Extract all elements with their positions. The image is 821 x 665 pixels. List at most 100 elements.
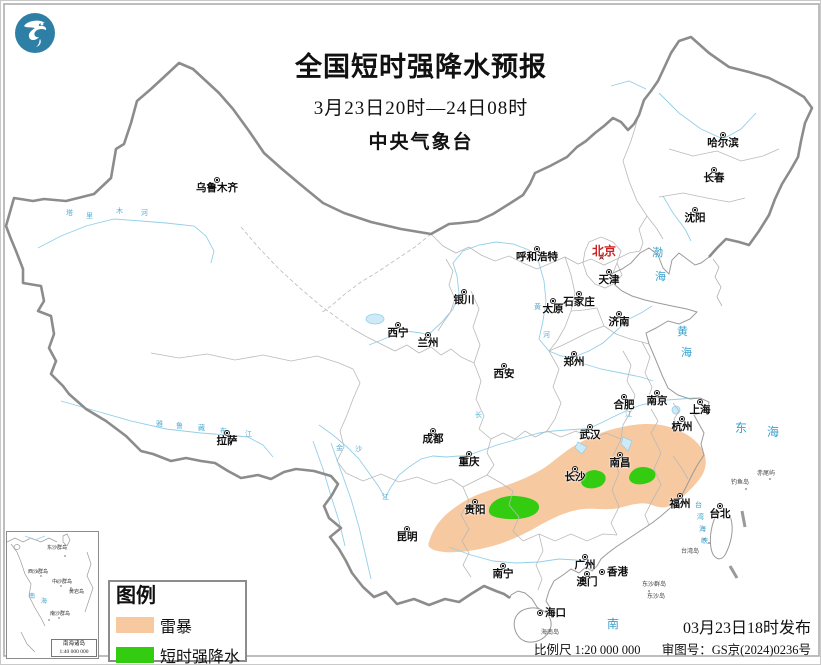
city-label: 沈阳 xyxy=(684,213,706,224)
sea-label: 海 xyxy=(767,425,780,439)
city-label: 拉萨 xyxy=(216,436,238,447)
south-china-sea-inset: 东沙群岛西沙群岛 中沙群岛黄岩岛南沙群岛 南海 南海诸岛 1:40 000 000 xyxy=(6,531,99,659)
island-label: 东沙群岛 xyxy=(642,582,667,588)
forecast-period: 3月23日20时—24日08时 xyxy=(313,98,529,119)
header: 全国短时强降水预报 3月23日20时—24日08时 中央气象台 xyxy=(295,45,547,154)
sea-label: 湾 xyxy=(697,513,704,521)
city-dot-marker xyxy=(500,563,506,569)
city-dot-marker xyxy=(395,322,401,328)
city-dot-marker xyxy=(599,569,605,575)
river-label: 江 xyxy=(245,430,252,438)
city-label: 贵阳 xyxy=(464,505,486,516)
legend-title: 图例 xyxy=(116,585,156,607)
river-label: 金 xyxy=(336,444,343,452)
city-label: 武汉 xyxy=(579,430,601,441)
city-dot-marker xyxy=(571,351,577,357)
city-dot-marker xyxy=(214,177,220,183)
sea-label: 渤 xyxy=(652,247,663,259)
city-label: 杭州 xyxy=(671,422,693,433)
city-dot-marker xyxy=(617,452,623,458)
city-dot-marker xyxy=(582,554,588,560)
city-dot-marker xyxy=(697,399,703,405)
river-label: 塔 xyxy=(66,209,73,217)
legend-item-thunderstorm: 雷暴 xyxy=(116,613,239,637)
inset-label: 西沙群岛 xyxy=(28,570,49,575)
city-label: 南宁 xyxy=(492,569,514,580)
city-label: 西宁 xyxy=(387,328,409,339)
heavy-rain-areas xyxy=(488,467,656,520)
legend-label: 雷暴 xyxy=(160,619,193,636)
city-label: 乌鲁木齐 xyxy=(196,183,238,194)
city-dot-marker xyxy=(572,466,578,472)
city-dot-marker xyxy=(621,394,627,400)
city-dot-marker xyxy=(720,132,726,138)
river-label: 里 xyxy=(86,212,93,220)
thunderstorm-area xyxy=(428,424,706,553)
city-dot-marker xyxy=(606,269,612,275)
city-label: 合肥 xyxy=(613,400,635,411)
city-label: 兰州 xyxy=(417,338,439,349)
city-label: 北京 xyxy=(591,244,617,258)
city-label: 石家庄 xyxy=(563,297,595,308)
taiwan-island xyxy=(709,510,733,560)
inset-label: 南 xyxy=(29,594,36,600)
city-dot-marker xyxy=(654,390,660,396)
inset-label: 东沙群岛 xyxy=(47,546,68,551)
cma-logo-icon xyxy=(15,13,55,53)
river-label: 木 xyxy=(116,207,123,215)
inset-label: 南沙群岛 xyxy=(50,612,71,617)
city-label: 成都 xyxy=(422,434,444,445)
city-dot-marker xyxy=(584,571,590,577)
city-label: 西安 xyxy=(493,369,515,380)
heavy-rain-swatch xyxy=(116,647,154,663)
publish-meta: 比例尺 1:20 000 000 审图号：GS京(2024)0236号 xyxy=(516,639,811,658)
inset-scale-box: 南海诸岛 1:40 000 000 xyxy=(51,638,97,657)
city-dot-marker xyxy=(466,451,472,457)
sea-label: 东 xyxy=(735,421,748,435)
city-label: 南京 xyxy=(646,396,668,407)
river-label: 黄 xyxy=(534,303,541,311)
national-border xyxy=(4,35,814,607)
city-label: 太原 xyxy=(542,304,564,315)
city-dot-marker xyxy=(461,289,467,295)
islets xyxy=(648,478,771,592)
city-dot-marker xyxy=(711,167,717,173)
city-dot-marker xyxy=(587,424,593,430)
inset-label: 黄岩岛 xyxy=(69,590,85,595)
hainan-island xyxy=(513,607,552,643)
city-label: 长沙 xyxy=(564,472,586,483)
rivers xyxy=(37,80,757,580)
city-label: 广州 xyxy=(574,560,596,571)
inset-label: 中沙群岛 xyxy=(52,580,73,585)
sea-label: 台 xyxy=(695,501,702,509)
city-label: 上海 xyxy=(689,405,711,416)
city-dot-marker xyxy=(537,610,543,616)
page-title: 全国短时强降水预报 xyxy=(295,52,547,82)
city-label: 海口 xyxy=(545,608,566,619)
river-label: 鲁 xyxy=(176,422,183,430)
city-dot-marker xyxy=(501,363,507,369)
city-dot-marker xyxy=(550,298,556,304)
river-label: 雅 xyxy=(156,420,163,428)
map-scale: 比例尺 1:20 000 000 xyxy=(533,643,641,657)
thunderstorm-swatch xyxy=(116,617,154,633)
korea-coast xyxy=(712,258,723,307)
city-label: 长春 xyxy=(703,173,725,184)
inset-scale: 1:40 000 000 xyxy=(59,648,89,655)
city-label: 南昌 xyxy=(609,458,631,469)
publish-time: 03月23日18时发布 xyxy=(682,620,811,637)
city-label: 重庆 xyxy=(458,457,480,468)
island-label: 台湾岛 xyxy=(681,549,700,555)
river-label: 江 xyxy=(382,493,389,501)
city-label: 济南 xyxy=(608,317,630,328)
island-label: 海南岛 xyxy=(541,630,560,636)
capital-star-marker: ★ xyxy=(597,252,606,263)
sea-label: 南 xyxy=(607,617,620,631)
inset-label: 海 xyxy=(41,599,48,605)
legend: 图例 雷暴 短时强降水 xyxy=(108,580,247,664)
province-boundaries xyxy=(150,114,780,591)
island-label: 钓鱼岛 xyxy=(731,480,750,486)
